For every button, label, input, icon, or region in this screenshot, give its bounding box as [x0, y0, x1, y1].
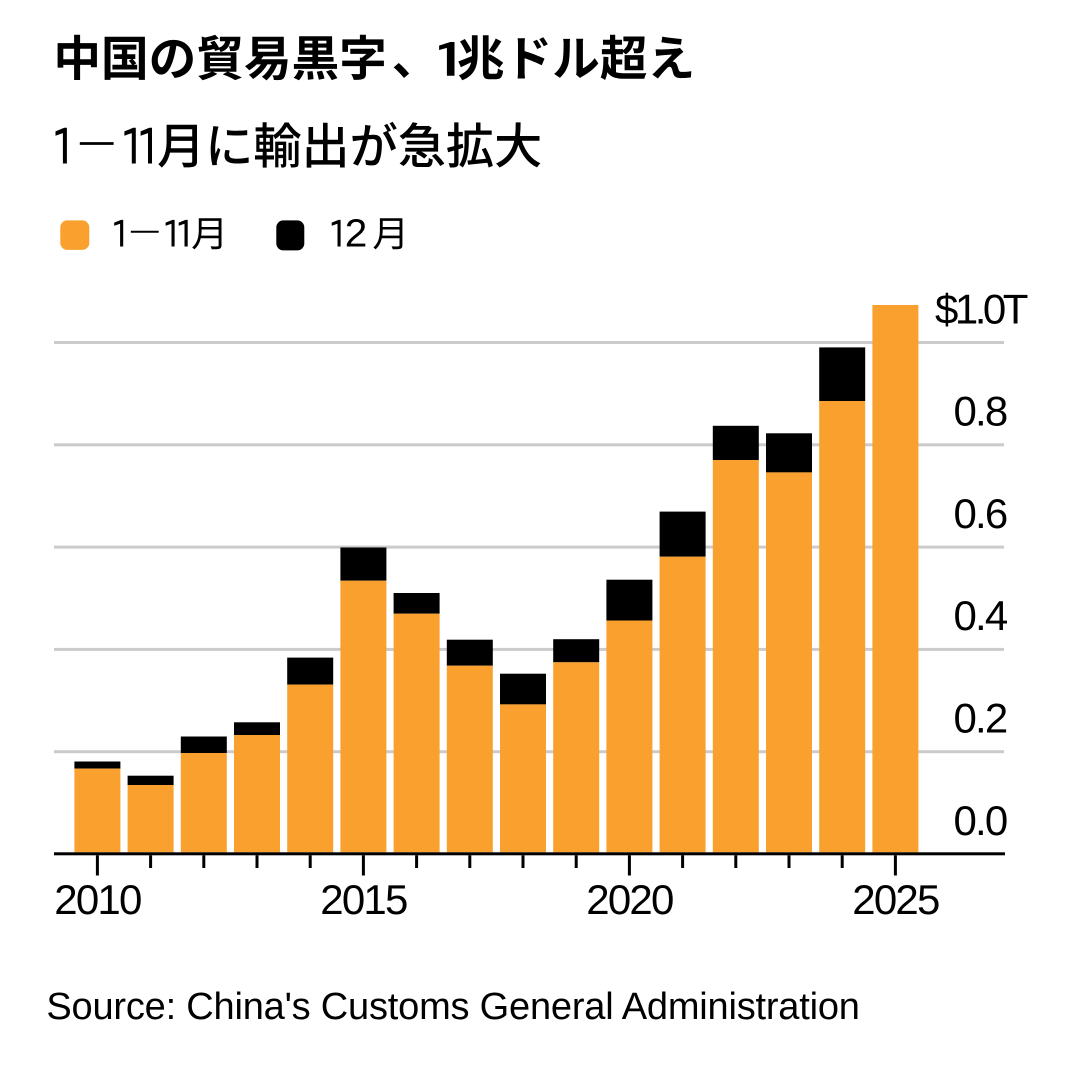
svg-text:2010: 2010: [54, 876, 141, 923]
svg-text:$1.0T: $1.0T: [935, 285, 1028, 332]
svg-text:2020: 2020: [586, 876, 673, 923]
svg-text:2025: 2025: [852, 876, 939, 923]
svg-text:0.0: 0.0: [954, 797, 1007, 844]
svg-text:Source: China's Customs Genera: Source: China's Customs General Administ…: [46, 986, 859, 1028]
svg-text:0.8: 0.8: [954, 388, 1007, 435]
svg-text:0.4: 0.4: [954, 592, 1008, 639]
svg-text:0.6: 0.6: [954, 490, 1007, 537]
svg-text:2015: 2015: [320, 876, 407, 923]
svg-text:0.2: 0.2: [954, 695, 1007, 742]
